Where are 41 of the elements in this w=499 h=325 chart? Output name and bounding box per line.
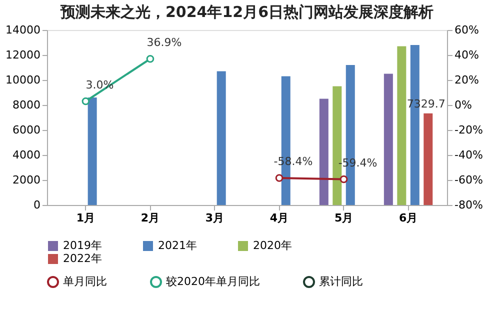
point [340,175,348,184]
x-tick-label: 1月 [76,212,96,224]
x-tick-label: 6月 [398,212,418,224]
x-tick-label: 4月 [270,212,289,224]
legend-label: 2022年 [63,252,102,265]
bar [319,98,328,205]
y2-tick-label: 60% [454,24,479,36]
point [275,174,284,182]
y2-tick-label: 20% [454,74,479,86]
y2-tick-label: -40% [454,148,483,162]
legend-label: 单月同比 [63,275,107,288]
bar [88,98,97,205]
bar [384,74,393,205]
point [146,54,154,63]
x-tick-label: 3月 [205,212,224,224]
point [82,97,90,106]
legend-label: 2019年 [63,239,102,252]
y-tick-label: 2000 [12,174,40,186]
y2-tick-label: -20% [454,124,483,136]
legend-label: 2021年 [158,239,197,252]
bar [216,71,226,205]
y-tick-label: 6000 [12,124,40,136]
legend-label: 较2020年单月同比 [166,275,260,288]
y2-tick-label: -80% [454,198,483,212]
bar [424,113,433,205]
y-tick-label: 8000 [12,98,40,112]
y-tick-label: 10000 [6,74,40,86]
chart-title: 预测未来之光，2024年12月6日热门网站发展深度解析 [59,3,434,21]
legend-label: 累计同比 [319,275,363,288]
x-tick-label: 2月 [140,212,160,224]
y-tick-label: 0 [34,198,40,212]
y2-tick-label: 0% [454,98,472,112]
y2-tick-label: 40% [454,48,479,62]
y2-tick-label: -60% [454,174,483,186]
legend-label: 2020年 [253,239,292,252]
y-tick-label: 12000 [6,48,40,62]
y-tick-label: 14000 [6,24,40,36]
x-tick-label: 5月 [334,212,354,224]
y-tick-label: 4000 [12,148,40,162]
data-label: 36.9% [146,36,182,49]
bar [397,46,406,205]
